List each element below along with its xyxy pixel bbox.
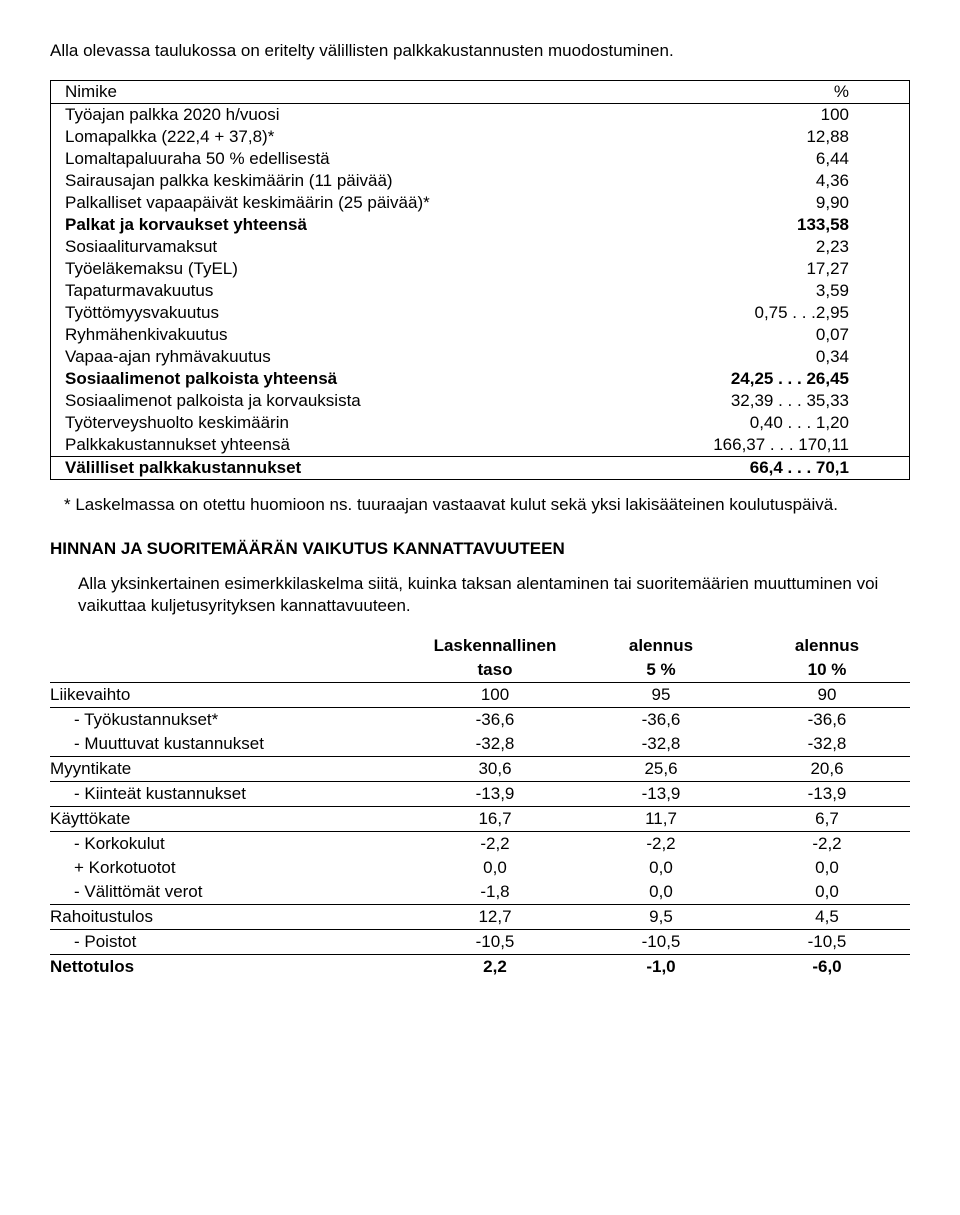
t1-label: Työttömyysvakuutus bbox=[51, 302, 609, 324]
t1-label: Vapaa-ajan ryhmävakuutus bbox=[51, 346, 609, 368]
t2-cell: -13,9 bbox=[412, 781, 578, 806]
t1-header-name: Nimike bbox=[51, 81, 609, 104]
t1-label: Lomaltapaluuraha 50 % edellisestä bbox=[51, 148, 609, 170]
t2-cell: 0,0 bbox=[744, 856, 910, 880]
t2-cell: 2,2 bbox=[412, 954, 578, 979]
t2-label: Nettotulos bbox=[50, 954, 412, 979]
sensitivity-table: Laskennallinen alennus alennus taso 5 % … bbox=[50, 634, 910, 979]
t2-h-blank2 bbox=[50, 658, 412, 683]
t2-label: Liikevaihto bbox=[50, 682, 412, 707]
t2-cell: 12,7 bbox=[412, 904, 578, 929]
t2-h1a: Laskennallinen bbox=[412, 634, 578, 658]
t1-label: Työeläkemaksu (TyEL) bbox=[51, 258, 609, 280]
t2-cell: -13,9 bbox=[578, 781, 744, 806]
t2-cell: 0,0 bbox=[578, 880, 744, 905]
t1-label: Sosiaalimenot palkoista yhteensä bbox=[51, 368, 609, 390]
t2-cell: -6,0 bbox=[744, 954, 910, 979]
t2-cell: -13,9 bbox=[744, 781, 910, 806]
t1-value: 0,07 bbox=[608, 324, 909, 346]
t2-label: + Korkotuotot bbox=[50, 856, 412, 880]
t2-cell: -1,8 bbox=[412, 880, 578, 905]
t2-cell: 9,5 bbox=[578, 904, 744, 929]
intro-text: Alla olevassa taulukossa on eritelty väl… bbox=[50, 40, 910, 62]
t1-header-pct: % bbox=[608, 81, 909, 104]
footnote: * Laskelmassa on otettu huomioon ns. tuu… bbox=[78, 494, 910, 515]
t2-label: - Muuttuvat kustannukset bbox=[50, 732, 412, 757]
t2-cell: -32,8 bbox=[412, 732, 578, 757]
t1-label: Palkalliset vapaapäivät keskimäärin (25 … bbox=[51, 192, 609, 214]
section-heading: HINNAN JA SUORITEMÄÄRÄN VAIKUTUS KANNATT… bbox=[50, 539, 910, 559]
t2-cell: 100 bbox=[412, 682, 578, 707]
t1-label: Lomapalkka (222,4 + 37,8)* bbox=[51, 126, 609, 148]
t2-label: Myyntikate bbox=[50, 756, 412, 781]
t1-value: 12,88 bbox=[608, 126, 909, 148]
t2-cell: 16,7 bbox=[412, 806, 578, 831]
t1-value: 4,36 bbox=[608, 170, 909, 192]
t2-cell: 4,5 bbox=[744, 904, 910, 929]
t1-value: 0,40 . . . 1,20 bbox=[608, 412, 909, 434]
t2-h1b: taso bbox=[412, 658, 578, 683]
t1-value: 2,23 bbox=[608, 236, 909, 258]
t1-value: 17,27 bbox=[608, 258, 909, 280]
t1-label: Sosiaaliturvamaksut bbox=[51, 236, 609, 258]
t2-h3b: 10 % bbox=[744, 658, 910, 683]
t2-cell: -32,8 bbox=[578, 732, 744, 757]
t1-value: 166,37 . . . 170,11 bbox=[608, 434, 909, 457]
t2-cell: 0,0 bbox=[412, 856, 578, 880]
t1-label: Sosiaalimenot palkoista ja korvauksista bbox=[51, 390, 609, 412]
t2-label: Rahoitustulos bbox=[50, 904, 412, 929]
t1-value: 6,44 bbox=[608, 148, 909, 170]
t2-cell: 6,7 bbox=[744, 806, 910, 831]
t1-value: 0,75 . . .2,95 bbox=[608, 302, 909, 324]
t2-label: Käyttökate bbox=[50, 806, 412, 831]
t2-h-blank bbox=[50, 634, 412, 658]
t1-value: 9,90 bbox=[608, 192, 909, 214]
t1-label: Työajan palkka 2020 h/vuosi bbox=[51, 104, 609, 127]
t2-cell: -2,2 bbox=[412, 831, 578, 856]
t2-label: - Kiinteät kustannukset bbox=[50, 781, 412, 806]
t2-cell: -1,0 bbox=[578, 954, 744, 979]
t2-cell: -32,8 bbox=[744, 732, 910, 757]
t2-cell: -10,5 bbox=[578, 929, 744, 954]
t1-label: Ryhmähenkivakuutus bbox=[51, 324, 609, 346]
t2-cell: 0,0 bbox=[744, 880, 910, 905]
section-intro: Alla yksinkertainen esimerkkilaskelma si… bbox=[78, 573, 910, 616]
t2-label: - Poistot bbox=[50, 929, 412, 954]
t1-value: 32,39 . . . 35,33 bbox=[608, 390, 909, 412]
t2-cell: -36,6 bbox=[744, 707, 910, 732]
t2-cell: 0,0 bbox=[578, 856, 744, 880]
t1-label: Palkat ja korvaukset yhteensä bbox=[51, 214, 609, 236]
t2-h2a: alennus bbox=[578, 634, 744, 658]
t1-value: 100 bbox=[608, 104, 909, 127]
t1-value: 66,4 . . . 70,1 bbox=[608, 457, 909, 480]
t1-label: Välilliset palkkakustannukset bbox=[51, 457, 609, 480]
t2-h3a: alennus bbox=[744, 634, 910, 658]
t2-cell: -2,2 bbox=[578, 831, 744, 856]
t1-value: 133,58 bbox=[608, 214, 909, 236]
t2-label: - Työkustannukset* bbox=[50, 707, 412, 732]
t2-cell: 25,6 bbox=[578, 756, 744, 781]
t1-value: 0,34 bbox=[608, 346, 909, 368]
t2-cell: -36,6 bbox=[578, 707, 744, 732]
t2-cell: 90 bbox=[744, 682, 910, 707]
t1-label: Sairausajan palkka keskimäärin (11 päivä… bbox=[51, 170, 609, 192]
t1-label: Palkkakustannukset yhteensä bbox=[51, 434, 609, 457]
t2-cell: -10,5 bbox=[744, 929, 910, 954]
t2-cell: 20,6 bbox=[744, 756, 910, 781]
t2-cell: -36,6 bbox=[412, 707, 578, 732]
t2-cell: 30,6 bbox=[412, 756, 578, 781]
t1-label: Työterveyshuolto keskimäärin bbox=[51, 412, 609, 434]
t2-cell: 95 bbox=[578, 682, 744, 707]
t2-cell: -2,2 bbox=[744, 831, 910, 856]
t2-label: - Korkokulut bbox=[50, 831, 412, 856]
t1-value: 3,59 bbox=[608, 280, 909, 302]
cost-breakdown-table: Nimike % Työajan palkka 2020 h/vuosi100L… bbox=[50, 80, 910, 480]
t1-label: Tapaturmavakuutus bbox=[51, 280, 609, 302]
t2-label: - Välittömät verot bbox=[50, 880, 412, 905]
t2-cell: 11,7 bbox=[578, 806, 744, 831]
t2-h2b: 5 % bbox=[578, 658, 744, 683]
t1-value: 24,25 . . . 26,45 bbox=[608, 368, 909, 390]
t2-cell: -10,5 bbox=[412, 929, 578, 954]
